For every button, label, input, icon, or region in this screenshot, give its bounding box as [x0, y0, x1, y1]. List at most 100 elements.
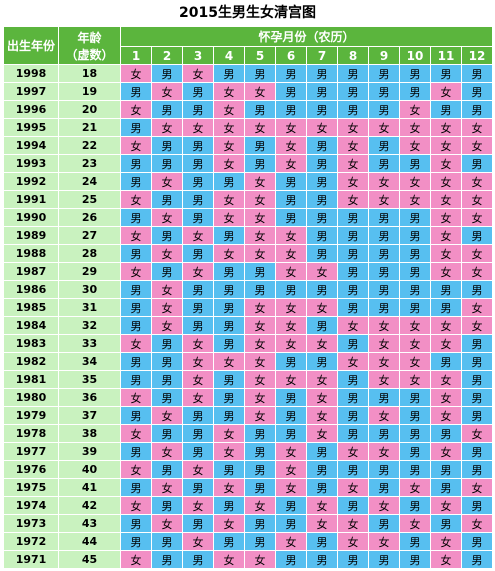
- gender-cell-male: 男: [275, 496, 307, 515]
- gender-cell-male: 男: [306, 316, 338, 335]
- gender-cell-male: 男: [275, 352, 307, 371]
- month-header-11: 11: [430, 46, 462, 65]
- gender-cell-female: 女: [461, 514, 493, 533]
- gender-cell-female: 女: [120, 100, 152, 119]
- birth-year-cell: 1996: [3, 100, 59, 119]
- gender-cell-female: 女: [244, 244, 276, 263]
- gender-cell-male: 男: [306, 190, 338, 209]
- gender-cell-female: 女: [151, 316, 183, 335]
- gender-cell-female: 女: [337, 478, 369, 497]
- gender-cell-female: 女: [430, 208, 462, 227]
- gender-cell-male: 男: [182, 100, 214, 119]
- gender-cell-female: 女: [368, 442, 400, 461]
- gender-cell-male: 男: [399, 154, 431, 173]
- gender-cell-female: 女: [306, 406, 338, 425]
- gender-cell-female: 女: [151, 280, 183, 299]
- gender-cell-female: 女: [120, 190, 152, 209]
- gender-cell-male: 男: [399, 550, 431, 569]
- gender-cell-female: 女: [275, 226, 307, 245]
- gender-cell-male: 男: [275, 100, 307, 119]
- gender-cell-male: 男: [337, 370, 369, 389]
- age-cell: 39: [58, 442, 121, 461]
- birth-year-cell: 1988: [3, 244, 59, 263]
- gender-cell-female: 女: [120, 496, 152, 515]
- gender-cell-male: 男: [368, 82, 400, 101]
- table-row: 1985 31 男女男男女女女男男男男女: [3, 298, 493, 317]
- gender-cell-female: 女: [368, 496, 400, 515]
- gender-cell-male: 男: [151, 532, 183, 551]
- gender-cell-male: 男: [461, 154, 493, 173]
- gender-cell-male: 男: [461, 442, 493, 461]
- gender-cell-male: 男: [244, 64, 276, 83]
- gender-cell-female: 女: [306, 514, 338, 533]
- gender-cell-female: 女: [399, 100, 431, 119]
- gender-cell-female: 女: [182, 262, 214, 281]
- gender-cell-male: 男: [368, 226, 400, 245]
- gender-cell-female: 女: [244, 370, 276, 389]
- gender-cell-male: 男: [430, 352, 462, 371]
- gender-cell-male: 男: [461, 406, 493, 425]
- table-row: 1992 24 男女男男女男男女女女女女: [3, 172, 493, 191]
- gender-cell-male: 男: [430, 478, 462, 497]
- birth-year-cell: 1994: [3, 136, 59, 155]
- gender-cell-female: 女: [275, 244, 307, 263]
- gender-cell-female: 女: [399, 370, 431, 389]
- gender-cell-male: 男: [213, 496, 245, 515]
- gender-cell-male: 男: [368, 478, 400, 497]
- birth-year-cell: 1993: [3, 154, 59, 173]
- gender-cell-female: 女: [213, 100, 245, 119]
- gender-cell-male: 男: [120, 118, 152, 137]
- gender-cell-male: 男: [461, 460, 493, 479]
- gender-cell-male: 男: [120, 442, 152, 461]
- gender-cell-male: 男: [461, 280, 493, 299]
- gender-cell-male: 男: [368, 100, 400, 119]
- gender-cell-male: 男: [306, 82, 338, 101]
- birth-year-cell: 1982: [3, 352, 59, 371]
- gender-cell-male: 男: [337, 388, 369, 407]
- gender-cell-male: 男: [306, 550, 338, 569]
- gender-cell-male: 男: [368, 64, 400, 83]
- gender-cell-male: 男: [151, 64, 183, 83]
- gender-cell-female: 女: [213, 550, 245, 569]
- table-row: 1973 43 男女男女男男女女男女男女: [3, 514, 493, 533]
- table-row: 1977 39 男女男女男女男女女男女男: [3, 442, 493, 461]
- gender-cell-male: 男: [151, 226, 183, 245]
- gender-cell-male: 男: [399, 298, 431, 317]
- age-cell: 29: [58, 262, 121, 281]
- age-cell: 36: [58, 388, 121, 407]
- gender-cell-male: 男: [399, 280, 431, 299]
- gender-cell-female: 女: [120, 550, 152, 569]
- gender-cell-male: 男: [399, 496, 431, 515]
- gender-cell-female: 女: [244, 208, 276, 227]
- table-row: 1993 23 男男男女男女男女男男女男: [3, 154, 493, 173]
- gender-cell-female: 女: [368, 172, 400, 191]
- birth-year-cell: 1972: [3, 532, 59, 551]
- gender-cell-female: 女: [182, 370, 214, 389]
- gender-cell-female: 女: [430, 136, 462, 155]
- birth-year-cell: 1992: [3, 172, 59, 191]
- gender-cell-female: 女: [430, 172, 462, 191]
- gender-cell-female: 女: [430, 370, 462, 389]
- gender-cell-female: 女: [461, 172, 493, 191]
- gender-cell-male: 男: [275, 388, 307, 407]
- age-cell: 35: [58, 370, 121, 389]
- gender-cell-female: 女: [430, 496, 462, 515]
- gender-cell-female: 女: [368, 370, 400, 389]
- gender-cell-female: 女: [337, 190, 369, 209]
- gender-cell-female: 女: [151, 172, 183, 191]
- gender-cell-female: 女: [182, 460, 214, 479]
- gender-cell-female: 女: [461, 424, 493, 443]
- gender-cell-male: 男: [213, 370, 245, 389]
- gender-cell-female: 女: [399, 172, 431, 191]
- gender-cell-female: 女: [461, 262, 493, 281]
- gender-cell-female: 女: [182, 226, 214, 245]
- gender-cell-female: 女: [213, 442, 245, 461]
- gender-cell-male: 男: [120, 208, 152, 227]
- gender-cell-male: 男: [337, 100, 369, 119]
- gender-cell-male: 男: [337, 208, 369, 227]
- gender-cell-male: 男: [337, 406, 369, 425]
- gender-cell-male: 男: [368, 424, 400, 443]
- gender-cell-female: 女: [368, 406, 400, 425]
- gender-cell-male: 男: [399, 226, 431, 245]
- age-cell: 45: [58, 550, 121, 569]
